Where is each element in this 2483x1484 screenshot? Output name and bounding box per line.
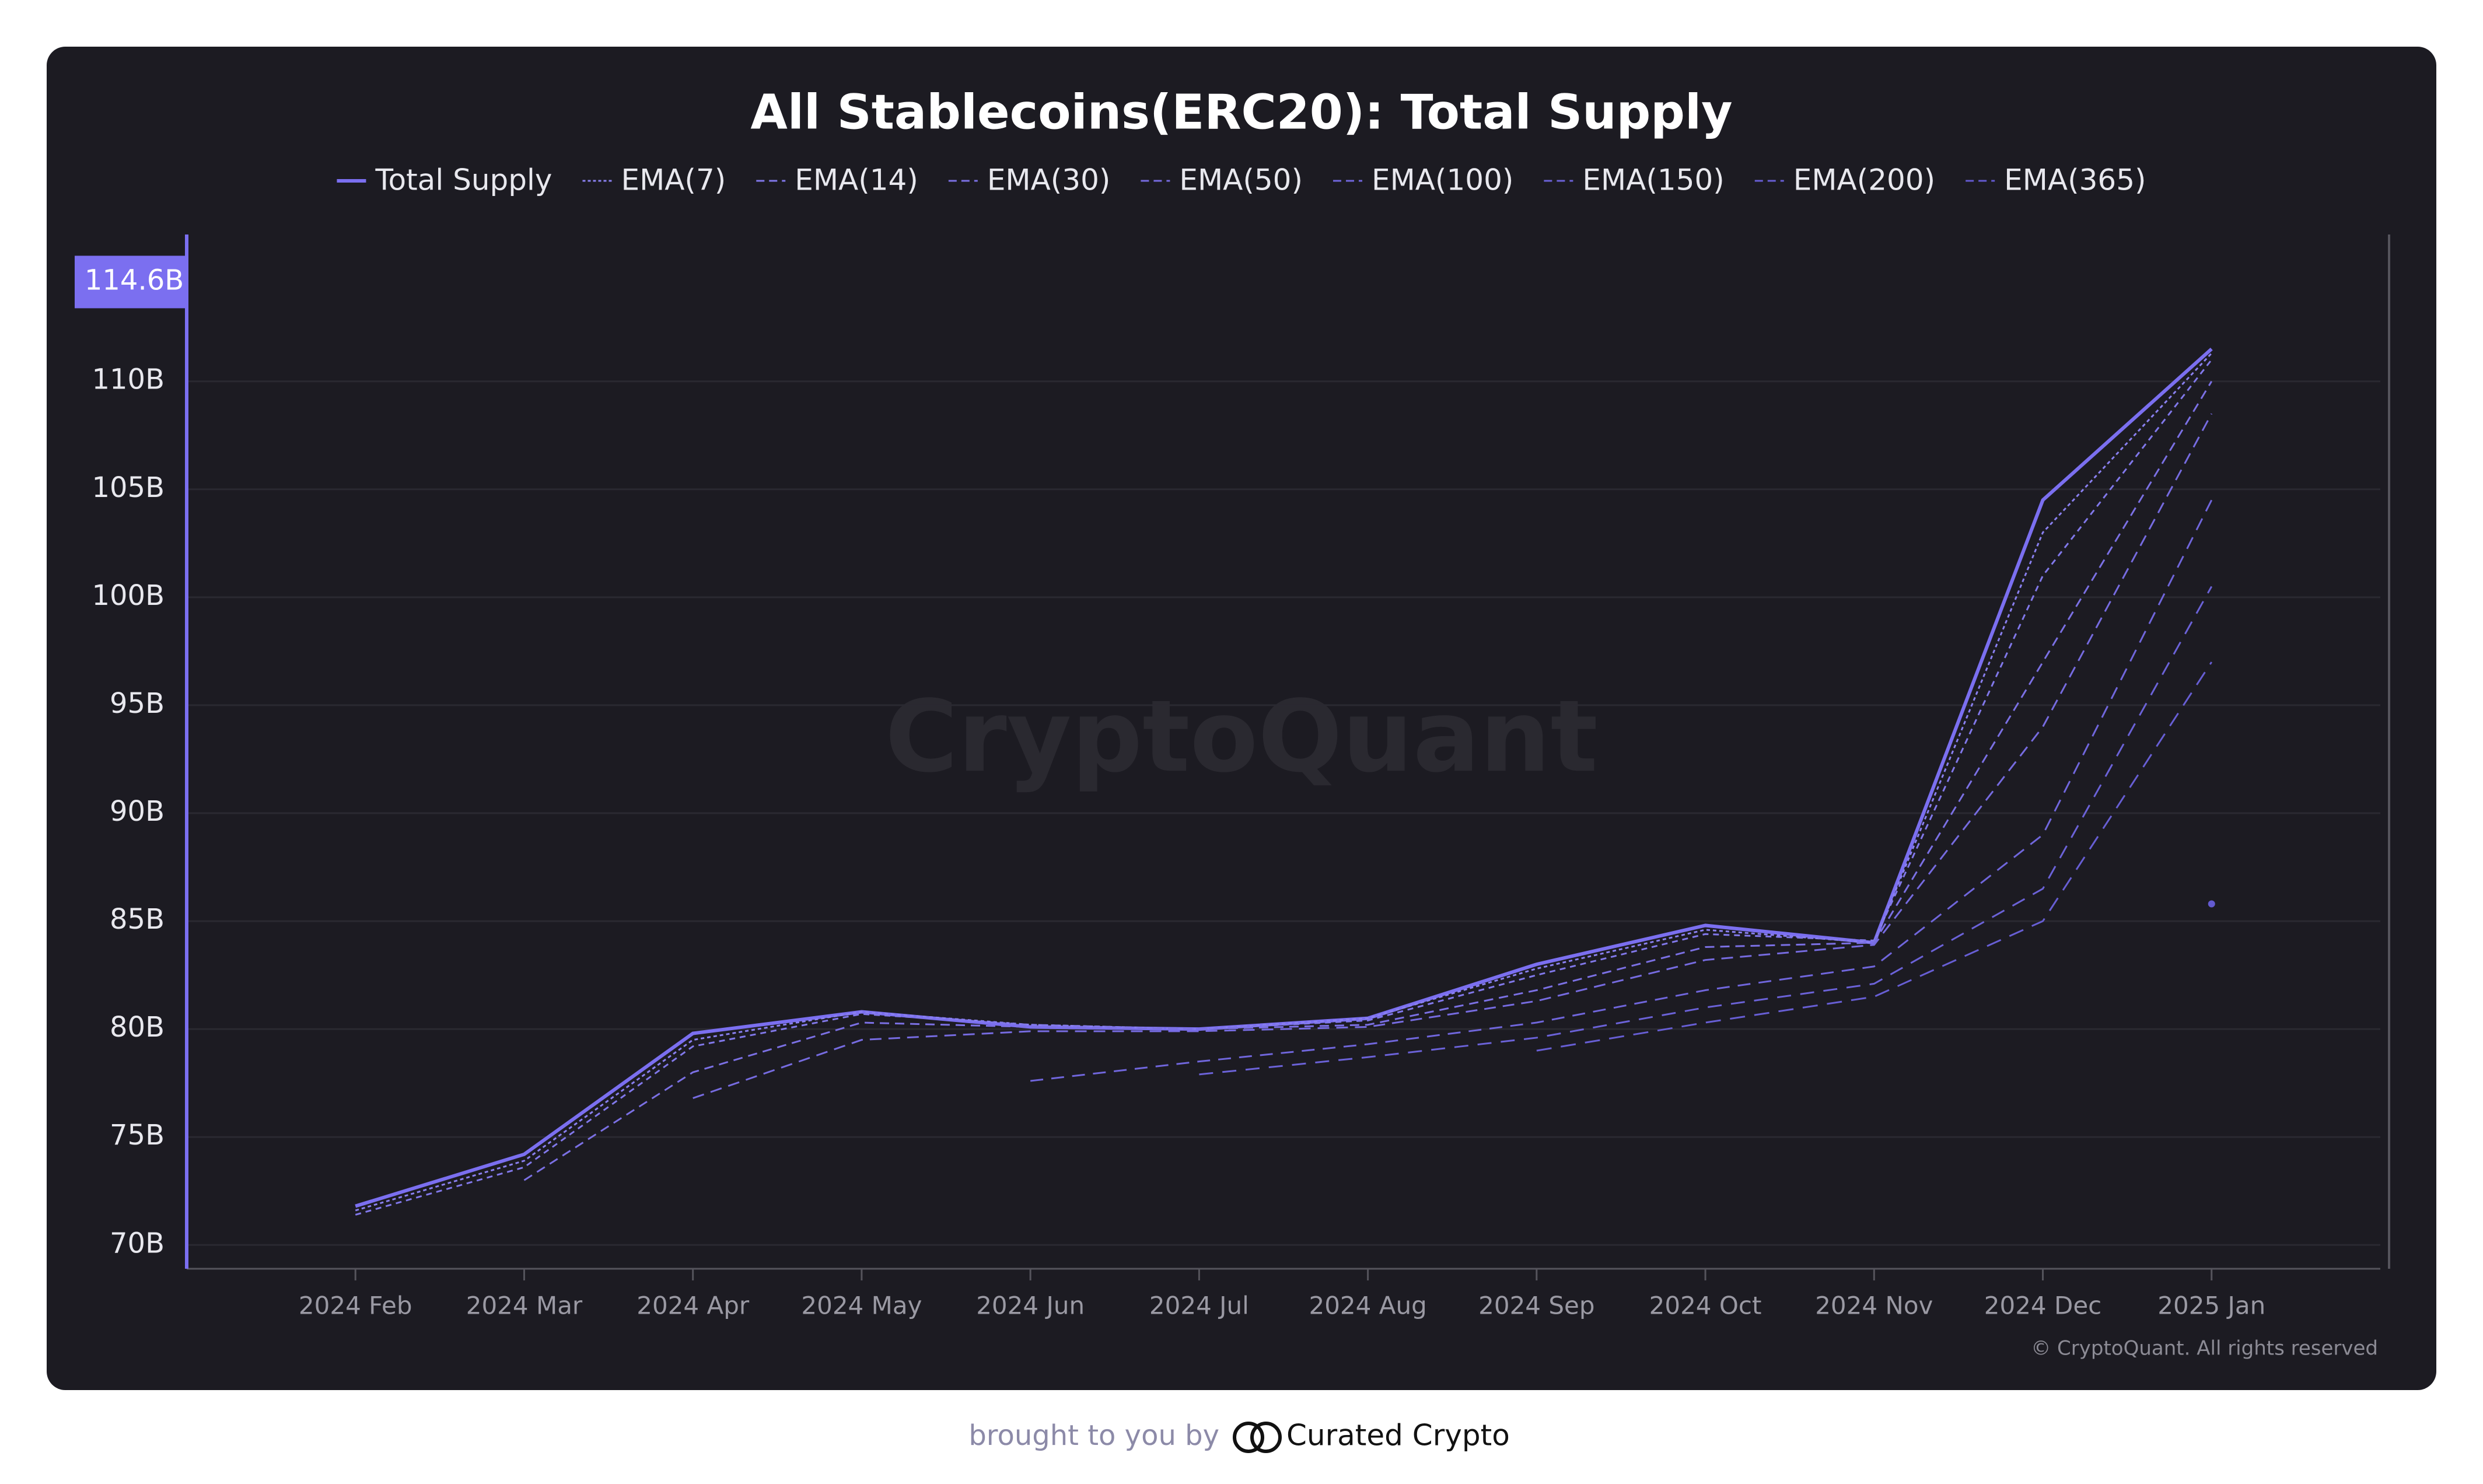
x-tick-label: 2024 Mar (466, 1292, 583, 1320)
y-tick-label: 95B (110, 687, 165, 720)
footer-prefix: brought to you by (968, 1419, 1219, 1452)
current-value-badge (75, 256, 187, 309)
x-tick-label: 2024 Feb (299, 1292, 412, 1320)
x-tick-label: 2024 May (801, 1292, 922, 1320)
series-point (2208, 900, 2215, 908)
y-tick-label: 90B (110, 795, 165, 828)
current-value-label: 114.6B (85, 264, 184, 296)
y-tick-label: 110B (92, 363, 165, 396)
y-tick-label: 85B (110, 903, 165, 936)
legend-label: EMA(30) (987, 163, 1111, 197)
x-tick-label: 2024 Nov (1815, 1292, 1933, 1320)
legend-label: Total Supply (375, 163, 552, 197)
y-tick-label: 80B (110, 1011, 165, 1044)
x-tick-label: 2024 Oct (1649, 1292, 1762, 1320)
x-tick-label: 2025 Jan (2157, 1292, 2265, 1320)
footer-brand: Curated Crypto (1286, 1419, 1510, 1452)
x-tick-label: 2024 Aug (1309, 1292, 1426, 1320)
y-tick-label: 75B (110, 1119, 165, 1152)
series-line (693, 413, 2213, 1099)
copyright: © CryptoQuant. All rights reserved (2031, 1337, 2378, 1360)
legend-label: EMA(14) (795, 163, 918, 197)
series-line (1199, 586, 2213, 1076)
series-line (355, 359, 2212, 1216)
x-tick-label: 2024 Dec (1984, 1292, 2102, 1320)
series-line (523, 380, 2213, 1181)
y-tick-label: 70B (110, 1227, 165, 1259)
legend-label: EMA(50) (1179, 163, 1303, 197)
chart-title: All Stablecoins(ERC20): Total Supply (750, 85, 1732, 140)
watermark: CryptoQuant (885, 679, 1598, 794)
legend: Total Supply EMA(7) EMA(14) EMA(30) EMA(50) E… (337, 163, 2146, 197)
series-line (1030, 499, 2213, 1082)
card (47, 47, 2436, 1390)
x-tick-label: 2024 Apr (637, 1292, 750, 1320)
legend-label: EMA(7) (621, 163, 726, 197)
x-tick-label: 2024 Jul (1149, 1292, 1249, 1320)
x-tick-label: 2024 Jun (976, 1292, 1085, 1320)
y-tick-label: 105B (92, 471, 165, 504)
brand-logo (1233, 1422, 1282, 1453)
legend-label: EMA(200) (1793, 163, 1935, 197)
legend-label: EMA(365) (2004, 163, 2146, 197)
series-line (355, 352, 2212, 1212)
y-tick-label: 100B (92, 579, 165, 612)
x-tick-label: 2024 Sep (1478, 1292, 1594, 1320)
legend-label: EMA(100) (1372, 163, 1513, 197)
legend-label: EMA(150) (1582, 163, 1724, 197)
